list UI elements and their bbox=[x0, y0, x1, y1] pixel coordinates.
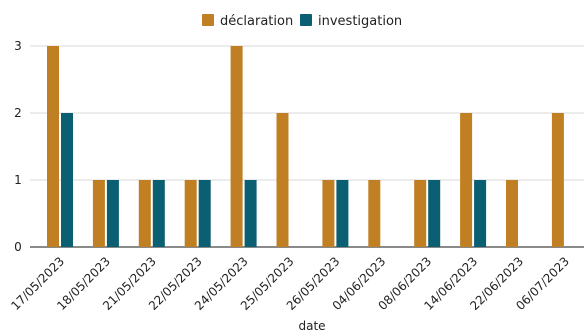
bar-declaration-3[interactable] bbox=[184, 180, 197, 247]
bar-declaration-2[interactable] bbox=[138, 180, 151, 247]
bar-investigation-2[interactable] bbox=[152, 180, 165, 247]
bar-declaration-4[interactable] bbox=[230, 46, 243, 247]
legend-label-investigation: investigation bbox=[318, 14, 402, 29]
bar-declaration-0[interactable] bbox=[47, 46, 59, 247]
bar-investigation-1[interactable] bbox=[106, 180, 119, 247]
legend-item-investigation[interactable]: investigation bbox=[300, 14, 402, 29]
bar-investigation-9[interactable] bbox=[474, 180, 487, 247]
bar-investigation-3[interactable] bbox=[198, 180, 211, 247]
x-axis-title: date bbox=[298, 319, 325, 331]
bar-declaration-7[interactable] bbox=[368, 180, 381, 247]
y-tick-label-0: 0 bbox=[14, 240, 22, 254]
bar-declaration-1[interactable] bbox=[92, 180, 105, 247]
legend: déclaration investigation bbox=[202, 14, 402, 29]
legend-label-declaration: déclaration bbox=[220, 14, 293, 29]
bar-declaration-11[interactable] bbox=[551, 113, 564, 247]
bar-investigation-0[interactable] bbox=[61, 113, 73, 247]
bar-investigation-4[interactable] bbox=[244, 180, 257, 247]
legend-item-declaration[interactable]: déclaration bbox=[202, 14, 293, 29]
y-tick-label-3: 3 bbox=[14, 39, 22, 53]
legend-swatch-investigation bbox=[300, 14, 312, 26]
bar-declaration-10[interactable] bbox=[506, 180, 518, 247]
y-tick-label-1: 1 bbox=[14, 173, 22, 187]
bar-investigation-8[interactable] bbox=[428, 180, 441, 247]
bars bbox=[47, 46, 564, 247]
gridlines bbox=[30, 45, 584, 248]
y-axis-ticks: 0 1 2 3 bbox=[14, 39, 22, 254]
y-tick-label-2: 2 bbox=[14, 106, 22, 120]
x-axis-ticks: 17/05/202318/05/202321/05/202322/05/2023… bbox=[8, 254, 572, 313]
bar-declaration-9[interactable] bbox=[460, 113, 473, 247]
bar-declaration-8[interactable] bbox=[414, 180, 427, 247]
bar-investigation-6[interactable] bbox=[336, 180, 349, 247]
bar-declaration-5[interactable] bbox=[276, 113, 289, 247]
bar-declaration-6[interactable] bbox=[322, 180, 335, 247]
legend-swatch-declaration bbox=[202, 14, 214, 26]
